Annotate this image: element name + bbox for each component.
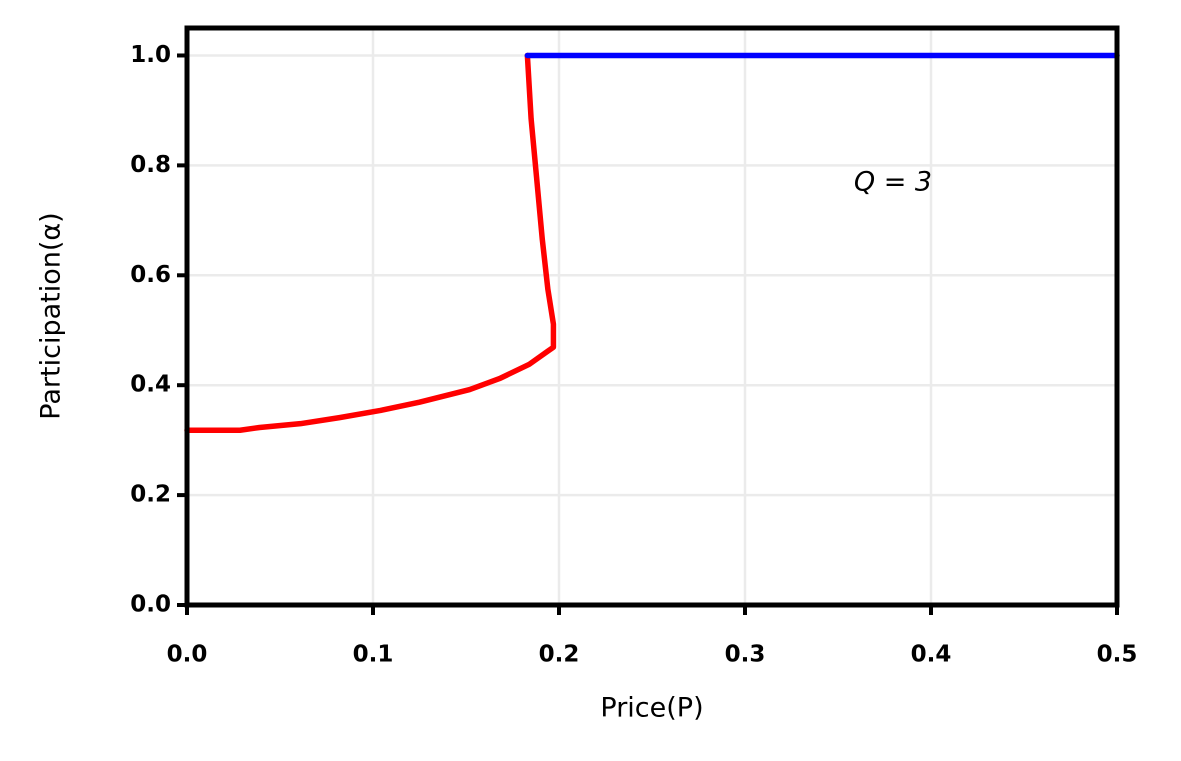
x-tick-label: 0.3 <box>725 642 766 668</box>
x-axis-label: Price(P) <box>600 693 703 724</box>
y-tick-label: 0.4 <box>130 372 171 398</box>
x-tick-label: 0.5 <box>1097 642 1138 668</box>
y-tick-label: 0.2 <box>130 482 171 508</box>
x-tick-label: 0.4 <box>911 642 952 668</box>
y-tick-label: 1.0 <box>130 42 171 68</box>
y-tick-label: 0.6 <box>130 262 171 288</box>
y-axis-label: Participation(α) <box>36 212 67 419</box>
line-series <box>184 52 557 434</box>
y-tick-label: 0.0 <box>130 592 171 618</box>
x-tick-label: 0.1 <box>353 642 394 668</box>
plot-frame <box>184 25 1120 608</box>
y-tick-label: 0.8 <box>130 152 171 178</box>
annotation: Q = 3 <box>854 167 932 198</box>
x-tick-label: 0.2 <box>539 642 580 668</box>
x-tick-label: 0.0 <box>167 642 208 668</box>
